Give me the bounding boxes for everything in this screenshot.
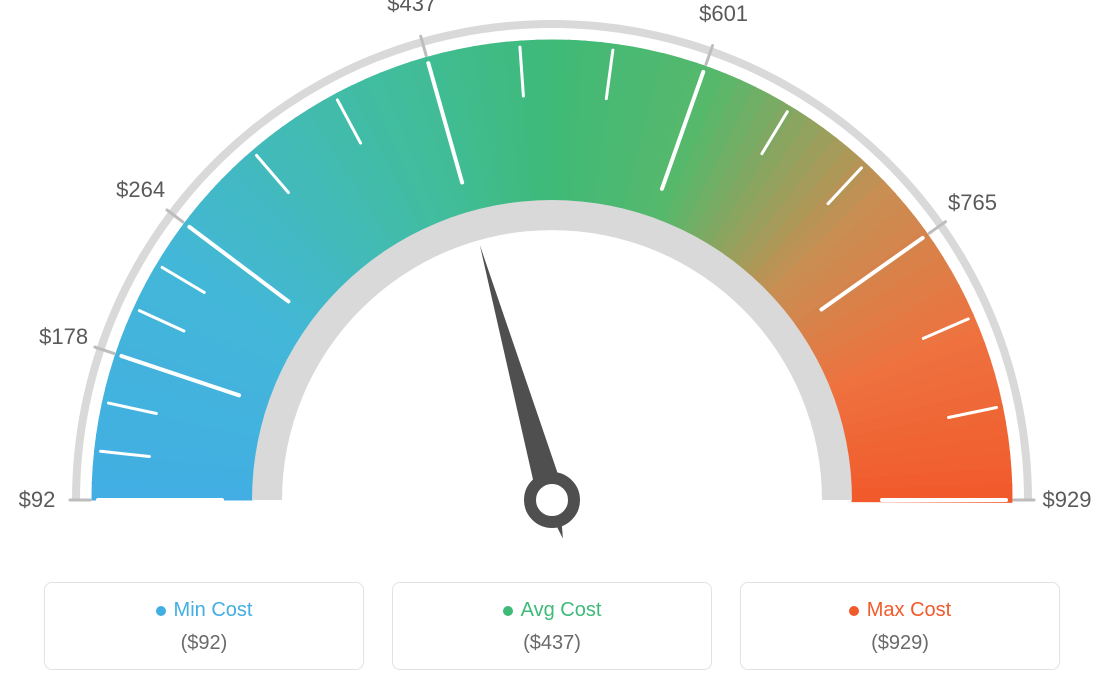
gauge-tick-label: $929: [1043, 487, 1092, 513]
gauge-svg: [0, 0, 1104, 560]
legend-dot-avg: [503, 606, 513, 616]
legend-card-min: Min Cost ($92): [44, 582, 364, 670]
gauge-tick-label: $765: [948, 190, 997, 216]
legend-value-avg: ($437): [403, 632, 701, 655]
legend-card-max: Max Cost ($929): [740, 582, 1060, 670]
legend-row: Min Cost ($92) Avg Cost ($437) Max Cost …: [0, 582, 1104, 670]
gauge-tick-label: $92: [19, 487, 56, 513]
legend-title-max: Max Cost: [849, 599, 951, 622]
legend-label-min: Min Cost: [174, 599, 253, 622]
gauge-container: $92 $178 $264 $437 $601 $765 $929: [0, 0, 1104, 560]
legend-dot-min: [156, 606, 166, 616]
gauge-tick-label: $437: [387, 0, 436, 17]
legend-label-avg: Avg Cost: [521, 599, 602, 622]
gauge-tick-label: $178: [39, 324, 88, 350]
legend-card-avg: Avg Cost ($437): [392, 582, 712, 670]
legend-value-min: ($92): [55, 632, 353, 655]
legend-value-max: ($929): [751, 632, 1049, 655]
legend-title-min: Min Cost: [156, 599, 253, 622]
gauge-tick-label: $601: [699, 1, 748, 27]
gauge-tick-label: $264: [116, 177, 165, 203]
legend-label-max: Max Cost: [867, 599, 951, 622]
legend-dot-max: [849, 606, 859, 616]
legend-title-avg: Avg Cost: [503, 599, 602, 622]
